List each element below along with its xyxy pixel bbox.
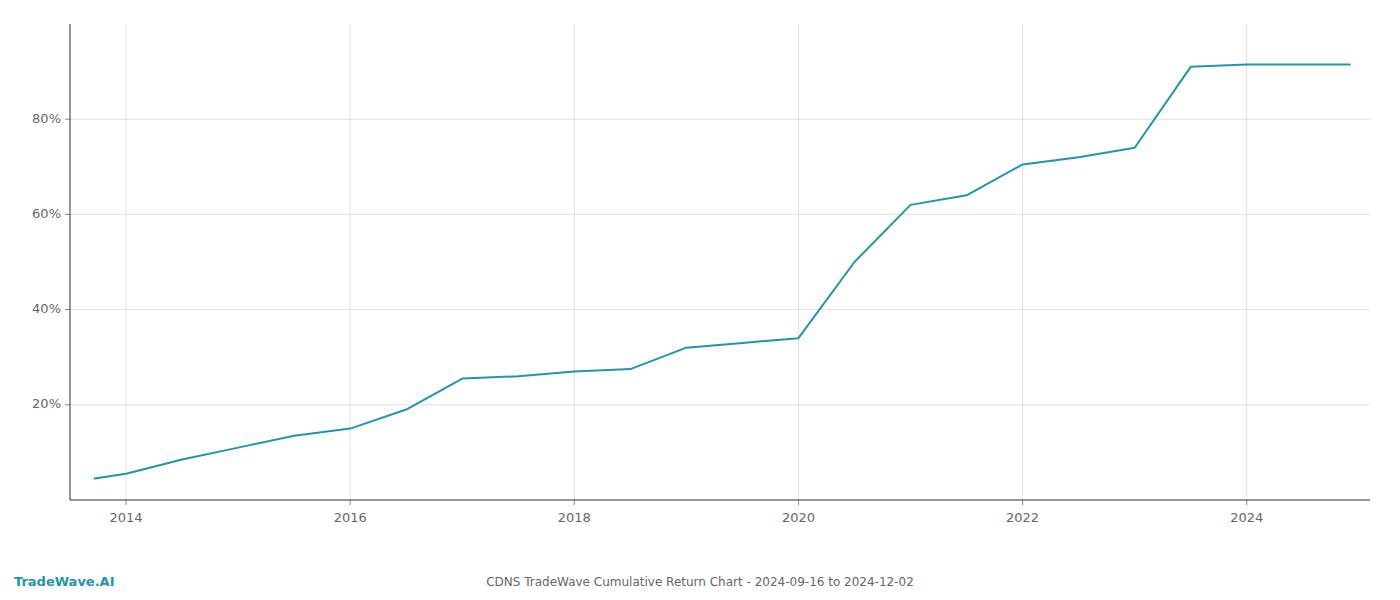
axis-line-y xyxy=(70,24,71,500)
grid-line-y xyxy=(70,119,1370,120)
grid-line-y xyxy=(70,404,1370,405)
grid-line-y xyxy=(70,309,1370,310)
tick-label-x: 2022 xyxy=(1006,510,1039,525)
chart-container: 20% 40% 60% 80% 2014 2016 2018 2020 2022 2024 CDNS… xyxy=(0,0,1400,600)
tick-label-y: 80% xyxy=(32,111,61,126)
tick-label-x: 2020 xyxy=(782,510,815,525)
chart-title: CDNS TradeWave Cumulative Return Chart -… xyxy=(486,575,914,589)
tick-y xyxy=(65,404,70,405)
tick-x xyxy=(1022,500,1023,505)
tick-label-x: 2018 xyxy=(558,510,591,525)
grid-line-y xyxy=(70,214,1370,215)
data-line xyxy=(95,64,1350,478)
tick-label-y: 60% xyxy=(32,206,61,221)
tick-label-y: 20% xyxy=(32,396,61,411)
tick-x xyxy=(574,500,575,505)
tick-y xyxy=(65,214,70,215)
tick-x xyxy=(126,500,127,505)
tick-label-x: 2014 xyxy=(109,510,142,525)
grid-line-x xyxy=(1022,24,1023,500)
tick-y xyxy=(65,309,70,310)
grid xyxy=(70,24,1370,500)
grid-line-x xyxy=(126,24,127,500)
plot-area xyxy=(95,64,1350,478)
axes: 20% 40% 60% 80% 2014 2016 2018 2020 2022 2024 xyxy=(32,24,1370,525)
watermark: TradeWave.AI xyxy=(14,574,115,589)
chart-svg: 20% 40% 60% 80% 2014 2016 2018 2020 2022 2024 CDNS… xyxy=(0,0,1400,600)
tick-x xyxy=(350,500,351,505)
tick-x xyxy=(798,500,799,505)
tick-y xyxy=(65,119,70,120)
tick-label-x: 2024 xyxy=(1230,510,1263,525)
grid-line-x xyxy=(574,24,575,500)
tick-x xyxy=(1246,500,1247,505)
grid-line-x xyxy=(798,24,799,500)
tick-label-x: 2016 xyxy=(334,510,367,525)
axis-line-x xyxy=(70,500,1370,501)
grid-line-x xyxy=(1246,24,1247,500)
tick-label-y: 40% xyxy=(32,301,61,316)
